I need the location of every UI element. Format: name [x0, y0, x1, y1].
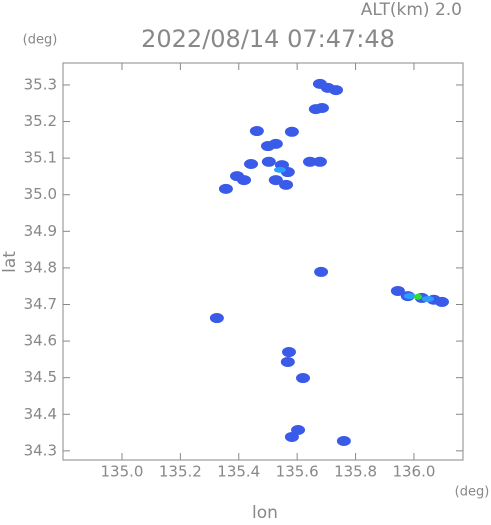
echo-cell	[403, 293, 416, 300]
echo-cell	[421, 296, 434, 303]
chart-title: 2022/08/14 07:47:48	[141, 25, 395, 53]
echo-cell	[296, 373, 310, 384]
x-tick-label: 135.4	[217, 463, 260, 481]
y-tick-label: 34.6	[24, 332, 57, 350]
echo-cell	[336, 435, 351, 446]
echo-cell	[237, 175, 252, 186]
echo-cell	[303, 156, 318, 167]
echo-cell	[414, 293, 423, 300]
echo-cell	[268, 175, 283, 186]
echo-cell	[218, 183, 233, 194]
echo-cell	[279, 179, 294, 190]
y-tick-label: 34.3	[24, 441, 57, 459]
echo-cell	[284, 126, 299, 137]
echo-cell	[314, 103, 329, 114]
plot-frame	[62, 62, 464, 461]
x-tick-label: 136.0	[392, 463, 435, 481]
echo-cell	[281, 347, 296, 358]
y-unit: (deg)	[23, 33, 58, 48]
subtitle: ALT(km) 2.0	[361, 0, 462, 20]
echo-cell	[284, 431, 299, 442]
x-unit: (deg)	[455, 485, 490, 500]
x-axis-label: lon	[252, 503, 278, 521]
echo-cell	[280, 356, 295, 367]
y-tick-label: 34.7	[24, 295, 57, 313]
echo-cell	[314, 266, 329, 277]
echo-cell	[312, 156, 327, 167]
echo-cell	[434, 296, 449, 307]
y-tick-label: 35.2	[24, 112, 57, 130]
x-tick-label: 135.0	[101, 463, 144, 481]
echo-cell	[268, 138, 283, 149]
x-tick-label: 135.6	[276, 463, 319, 481]
echo-cell	[209, 313, 224, 324]
y-tick-label: 34.4	[24, 405, 57, 423]
x-tick-label: 135.8	[334, 463, 377, 481]
echo-cell	[249, 126, 264, 137]
echo-cell	[244, 158, 259, 169]
x-tick-label: 135.2	[159, 463, 202, 481]
y-tick-label: 34.8	[24, 258, 57, 276]
y-tick-label: 34.5	[24, 368, 57, 386]
echo-cell	[328, 85, 343, 96]
y-tick-label: 35.0	[24, 185, 57, 203]
y-tick-label: 34.9	[24, 222, 57, 240]
y-tick-label: 35.1	[24, 149, 57, 167]
y-tick-label: 35.3	[24, 75, 57, 93]
echo-cell	[273, 166, 286, 173]
echo-cell	[390, 285, 405, 296]
y-axis-label: lat	[0, 251, 20, 273]
echo-cell	[261, 156, 276, 167]
